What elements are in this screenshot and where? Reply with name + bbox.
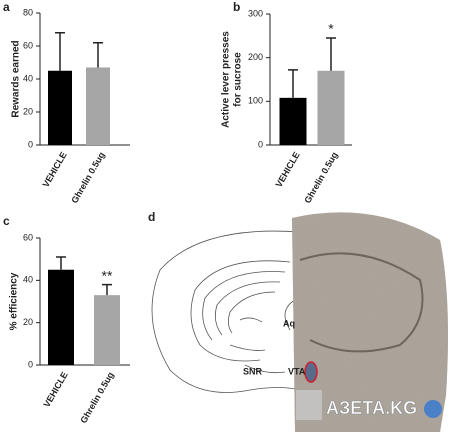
atlas-label: VTA bbox=[288, 366, 306, 376]
x-tick-label: Ghrelin 0.5ug bbox=[302, 150, 339, 205]
bar bbox=[48, 70, 72, 145]
error-bar bbox=[326, 37, 336, 71]
photo-structure bbox=[299, 252, 424, 353]
significance: ** bbox=[102, 267, 113, 283]
injection-site bbox=[304, 361, 318, 383]
panel-letter: b bbox=[233, 0, 240, 14]
y-tick-label: 80 bbox=[23, 7, 33, 17]
y-tick-label: 100 bbox=[248, 96, 263, 106]
bar bbox=[94, 295, 120, 365]
y-axis-label: Rewards earned bbox=[11, 40, 22, 117]
panel-letter: a bbox=[3, 0, 10, 14]
brain-atlas bbox=[151, 230, 301, 393]
y-tick-label: 20 bbox=[23, 317, 33, 327]
significance: * bbox=[328, 21, 334, 37]
y-tick-label: 60 bbox=[23, 40, 33, 50]
bar bbox=[279, 97, 307, 145]
y-tick-label: 0 bbox=[28, 139, 33, 149]
x-tick-label: VEHICLE bbox=[274, 150, 302, 189]
y-tick-label: 0 bbox=[258, 139, 263, 149]
y-tick-label: 300 bbox=[248, 8, 263, 18]
bar bbox=[86, 67, 110, 145]
x-tick-label: Ghrelin 0.5ug bbox=[78, 370, 115, 425]
y-axis-label: Active lever presses bbox=[221, 31, 232, 128]
bar bbox=[317, 70, 345, 145]
watermark: АЗЕТА.KG bbox=[326, 398, 417, 418]
y-tick-label: 40 bbox=[23, 275, 33, 285]
panel-letter: c bbox=[3, 214, 10, 228]
watermark-globe bbox=[424, 400, 442, 418]
y-tick-label: 60 bbox=[23, 232, 33, 242]
atlas-label: SNR bbox=[243, 366, 263, 376]
y-tick-label: 20 bbox=[23, 106, 33, 116]
y-axis-label: for sucrose bbox=[233, 52, 244, 107]
atlas-label: Aq bbox=[283, 318, 295, 328]
error-bar bbox=[288, 69, 298, 98]
error-bar bbox=[93, 41, 103, 68]
x-tick-label: VEHICLE bbox=[41, 150, 69, 189]
x-tick-label: Ghrelin 0.5ug bbox=[69, 150, 106, 205]
y-axis-label: % efficiency bbox=[9, 272, 20, 330]
y-tick-label: 0 bbox=[28, 359, 33, 369]
y-tick-label: 200 bbox=[248, 52, 263, 62]
x-tick-label: VEHICLE bbox=[42, 370, 70, 409]
panel-letter: d bbox=[148, 210, 155, 224]
error-bar bbox=[102, 283, 112, 296]
bar bbox=[48, 269, 74, 365]
error-bar bbox=[56, 256, 66, 270]
watermark-icon bbox=[296, 390, 322, 420]
y-tick-label: 40 bbox=[23, 73, 33, 83]
error-bar bbox=[55, 32, 65, 71]
